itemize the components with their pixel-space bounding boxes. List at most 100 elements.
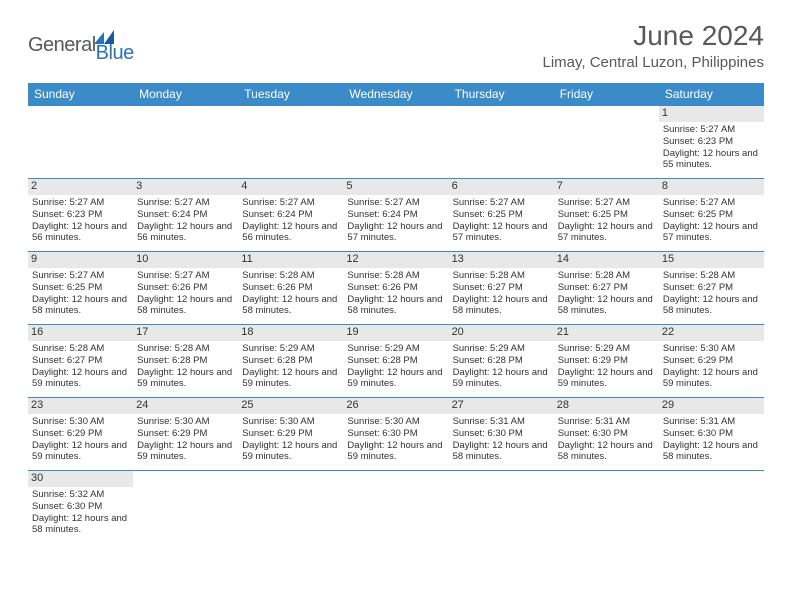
day-cell: 3Sunrise: 5:27 AMSunset: 6:24 PMDaylight… xyxy=(133,179,238,251)
daylight-text: Daylight: 12 hours and 58 minutes. xyxy=(453,440,550,464)
sunrise-text: Sunrise: 5:28 AM xyxy=(558,270,655,282)
sunset-text: Sunset: 6:29 PM xyxy=(663,355,760,367)
sunset-text: Sunset: 6:27 PM xyxy=(663,282,760,294)
sunset-text: Sunset: 6:27 PM xyxy=(32,355,129,367)
sunset-text: Sunset: 6:25 PM xyxy=(558,209,655,221)
day-info: Sunrise: 5:31 AMSunset: 6:30 PMDaylight:… xyxy=(453,416,550,464)
daylight-text: Daylight: 12 hours and 56 minutes. xyxy=(137,221,234,245)
day-cell-blank xyxy=(343,471,448,543)
daylight-text: Daylight: 12 hours and 58 minutes. xyxy=(663,294,760,318)
daylight-text: Daylight: 12 hours and 56 minutes. xyxy=(32,221,129,245)
weekday-thursday: Thursday xyxy=(449,83,554,106)
day-info: Sunrise: 5:27 AMSunset: 6:23 PMDaylight:… xyxy=(663,124,760,172)
daylight-text: Daylight: 12 hours and 58 minutes. xyxy=(558,440,655,464)
day-cell: 7Sunrise: 5:27 AMSunset: 6:25 PMDaylight… xyxy=(554,179,659,251)
day-cell: 9 Sunrise: 5:27 AMSunset: 6:25 PMDaylight… xyxy=(28,252,133,324)
day-info: Sunrise: 5:31 AMSunset: 6:30 PMDaylight:… xyxy=(558,416,655,464)
sunrise-text: Sunrise: 5:28 AM xyxy=(32,343,129,355)
sunrise-text: Sunrise: 5:27 AM xyxy=(32,270,129,282)
daylight-text: Daylight: 12 hours and 57 minutes. xyxy=(453,221,550,245)
weekday-row: SundayMondayTuesdayWednesdayThursdayFrid… xyxy=(28,83,764,106)
day-cell: 4 Sunrise: 5:27 AMSunset: 6:24 PMDaylight… xyxy=(238,179,343,251)
day-cell: 6Sunrise: 5:27 AMSunset: 6:25 PMDaylight… xyxy=(449,179,554,251)
sunrise-text: Sunrise: 5:29 AM xyxy=(453,343,550,355)
sunset-text: Sunset: 6:26 PM xyxy=(242,282,339,294)
sunrise-text: Sunrise: 5:27 AM xyxy=(137,270,234,282)
sunrise-text: Sunrise: 5:30 AM xyxy=(137,416,234,428)
day-cell: 2Sunrise: 5:27 AMSunset: 6:23 PMDaylight… xyxy=(28,179,133,251)
week-row: 16Sunrise: 5:28 AMSunset: 6:27 PMDayligh… xyxy=(28,325,764,398)
day-number: 27 xyxy=(449,398,554,414)
day-number: 9 xyxy=(28,252,133,268)
day-number: 26 xyxy=(343,398,448,414)
day-cell: 14Sunrise: 5:28 AMSunset: 6:27 PMDayligh… xyxy=(554,252,659,324)
daylight-text: Daylight: 12 hours and 59 minutes. xyxy=(242,367,339,391)
day-cell: 11Sunrise: 5:28 AMSunset: 6:26 PMDayligh… xyxy=(238,252,343,324)
day-number: 30 xyxy=(28,471,133,487)
day-number: 29 xyxy=(659,398,764,414)
sunset-text: Sunset: 6:23 PM xyxy=(32,209,129,221)
daylight-text: Daylight: 12 hours and 55 minutes. xyxy=(663,148,760,172)
day-info: Sunrise: 5:29 AMSunset: 6:28 PMDaylight:… xyxy=(453,343,550,391)
daylight-text: Daylight: 12 hours and 59 minutes. xyxy=(32,440,129,464)
daylight-text: Daylight: 12 hours and 59 minutes. xyxy=(347,367,444,391)
weekday-monday: Monday xyxy=(133,83,238,106)
day-cell-blank xyxy=(28,106,133,178)
day-number: 8 xyxy=(659,179,764,195)
day-info: Sunrise: 5:27 AMSunset: 6:25 PMDaylight:… xyxy=(663,197,760,245)
daylight-text: Daylight: 12 hours and 57 minutes. xyxy=(558,221,655,245)
day-number: 3 xyxy=(133,179,238,195)
sunrise-text: Sunrise: 5:28 AM xyxy=(137,343,234,355)
sunrise-text: Sunrise: 5:31 AM xyxy=(453,416,550,428)
sunset-text: Sunset: 6:26 PM xyxy=(137,282,234,294)
sunset-text: Sunset: 6:28 PM xyxy=(137,355,234,367)
day-cell-blank xyxy=(449,106,554,178)
sunrise-text: Sunrise: 5:31 AM xyxy=(558,416,655,428)
daylight-text: Daylight: 12 hours and 58 minutes. xyxy=(137,294,234,318)
sunset-text: Sunset: 6:25 PM xyxy=(663,209,760,221)
sunrise-text: Sunrise: 5:27 AM xyxy=(242,197,339,209)
daylight-text: Daylight: 12 hours and 59 minutes. xyxy=(663,367,760,391)
day-info: Sunrise: 5:27 AMSunset: 6:25 PMDaylight:… xyxy=(453,197,550,245)
day-cell: 30Sunrise: 5:32 AMSunset: 6:30 PMDayligh… xyxy=(28,471,133,543)
day-cell: 20Sunrise: 5:29 AMSunset: 6:28 PMDayligh… xyxy=(449,325,554,397)
day-info: Sunrise: 5:27 AMSunset: 6:24 PMDaylight:… xyxy=(242,197,339,245)
day-number: 10 xyxy=(133,252,238,268)
sunset-text: Sunset: 6:29 PM xyxy=(242,428,339,440)
sunset-text: Sunset: 6:29 PM xyxy=(558,355,655,367)
day-number: 13 xyxy=(449,252,554,268)
day-number: 24 xyxy=(133,398,238,414)
day-info: Sunrise: 5:27 AMSunset: 6:25 PMDaylight:… xyxy=(32,270,129,318)
day-cell: 18Sunrise: 5:29 AMSunset: 6:28 PMDayligh… xyxy=(238,325,343,397)
day-info: Sunrise: 5:27 AMSunset: 6:24 PMDaylight:… xyxy=(347,197,444,245)
day-number: 4 xyxy=(238,179,343,195)
sunset-text: Sunset: 6:28 PM xyxy=(453,355,550,367)
day-info: Sunrise: 5:30 AMSunset: 6:29 PMDaylight:… xyxy=(137,416,234,464)
day-number: 7 xyxy=(554,179,659,195)
day-cell: 17Sunrise: 5:28 AMSunset: 6:28 PMDayligh… xyxy=(133,325,238,397)
sunrise-text: Sunrise: 5:29 AM xyxy=(242,343,339,355)
weekday-sunday: Sunday xyxy=(28,83,133,106)
day-info: Sunrise: 5:29 AMSunset: 6:28 PMDaylight:… xyxy=(347,343,444,391)
sunset-text: Sunset: 6:27 PM xyxy=(453,282,550,294)
day-info: Sunrise: 5:29 AMSunset: 6:29 PMDaylight:… xyxy=(558,343,655,391)
day-cell-blank xyxy=(554,106,659,178)
day-cell: 1Sunrise: 5:27 AMSunset: 6:23 PMDaylight… xyxy=(659,106,764,178)
day-cell-blank xyxy=(659,471,764,543)
day-cell: 5 Sunrise: 5:27 AMSunset: 6:24 PMDaylight… xyxy=(343,179,448,251)
day-cell-blank xyxy=(133,471,238,543)
daylight-text: Daylight: 12 hours and 57 minutes. xyxy=(663,221,760,245)
day-cell: 26Sunrise: 5:30 AMSunset: 6:30 PMDayligh… xyxy=(343,398,448,470)
daylight-text: Daylight: 12 hours and 59 minutes. xyxy=(242,440,339,464)
sunset-text: Sunset: 6:30 PM xyxy=(453,428,550,440)
sunrise-text: Sunrise: 5:29 AM xyxy=(347,343,444,355)
week-row: 30Sunrise: 5:32 AMSunset: 6:30 PMDayligh… xyxy=(28,471,764,543)
day-cell: 16Sunrise: 5:28 AMSunset: 6:27 PMDayligh… xyxy=(28,325,133,397)
day-number: 16 xyxy=(28,325,133,341)
day-cell: 23Sunrise: 5:30 AMSunset: 6:29 PMDayligh… xyxy=(28,398,133,470)
sunrise-text: Sunrise: 5:30 AM xyxy=(32,416,129,428)
day-cell: 21Sunrise: 5:29 AMSunset: 6:29 PMDayligh… xyxy=(554,325,659,397)
day-number: 5 xyxy=(343,179,448,195)
sunset-text: Sunset: 6:28 PM xyxy=(347,355,444,367)
day-info: Sunrise: 5:28 AMSunset: 6:27 PMDaylight:… xyxy=(663,270,760,318)
